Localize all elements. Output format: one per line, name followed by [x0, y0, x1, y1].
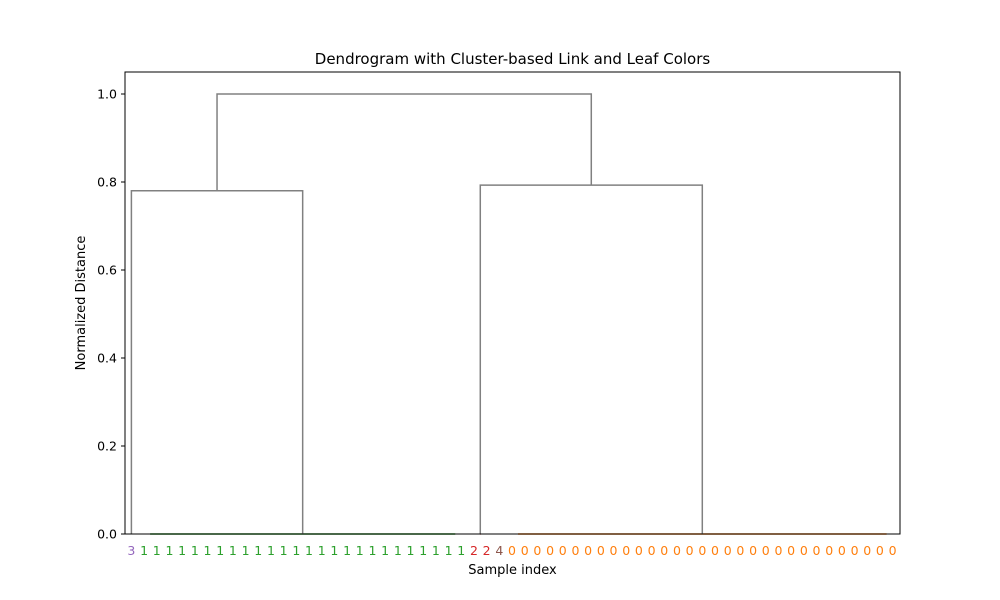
leaf-label: 0	[736, 543, 744, 558]
leaf-label: 2	[483, 543, 491, 558]
leaf-label: 0	[813, 543, 821, 558]
leaf-label: 0	[508, 543, 516, 558]
leaf-label: 0	[597, 543, 605, 558]
plot-frame	[124, 71, 901, 535]
leaf-label: 0	[825, 543, 833, 558]
leaf-label: 1	[432, 543, 440, 558]
leaf-label: 0	[648, 543, 656, 558]
leaf-label: 0	[889, 543, 897, 558]
leaf-label: 1	[204, 543, 212, 558]
leaf-label: 0	[724, 543, 732, 558]
leaf-label: 0	[610, 543, 618, 558]
leaf-label: 0	[521, 543, 529, 558]
leaf-label: 1	[267, 543, 275, 558]
leaf-label: 0	[660, 543, 668, 558]
leaf-label: 0	[876, 543, 884, 558]
leaf-label: 0	[546, 543, 554, 558]
leaf-label: 1	[153, 543, 161, 558]
leaf-label: 0	[749, 543, 757, 558]
leaf-label: 0	[686, 543, 694, 558]
y-axis-ticks: 0.0 0.2 0.4 0.6 0.8 1.0	[97, 87, 125, 542]
y-tick-label: 0.8	[97, 175, 117, 190]
leaf-label: 1	[318, 543, 326, 558]
leaf-label: 1	[216, 543, 224, 558]
leaf-label: 1	[368, 543, 376, 558]
leaf-label: 1	[305, 543, 313, 558]
leaf-label: 1	[343, 543, 351, 558]
leaf-label: 1	[381, 543, 389, 558]
merge-link-A	[130, 190, 304, 534]
x-axis-label: Sample index	[468, 563, 557, 578]
leaf-label: 1	[330, 543, 338, 558]
y-tick-label: 0.6	[97, 263, 117, 278]
leaf-label: 1	[394, 543, 402, 558]
leaf-label: 1	[165, 543, 173, 558]
leaf-label: 0	[584, 543, 592, 558]
leaf-label: 1	[229, 543, 237, 558]
leaf-label: 0	[787, 543, 795, 558]
leaf-label: 0	[711, 543, 719, 558]
leaf-label: 4	[495, 543, 503, 558]
leaf-label: 1	[445, 543, 453, 558]
leaf-label: 1	[191, 543, 199, 558]
leaf-label: 1	[356, 543, 364, 558]
leaf-label: 0	[698, 543, 706, 558]
leaf-label: 1	[242, 543, 250, 558]
leaf-label: 0	[774, 543, 782, 558]
leaf-label: 1	[140, 543, 148, 558]
leaf-label: 0	[635, 543, 643, 558]
leaf-label: 3	[127, 543, 135, 558]
leaf-label: 0	[838, 543, 846, 558]
leaf-label: 0	[863, 543, 871, 558]
leaf-label: 0	[533, 543, 541, 558]
y-tick-label: 0.4	[97, 351, 117, 366]
leaf-label: 0	[571, 543, 579, 558]
leaf-label: 0	[851, 543, 859, 558]
dendrogram-links	[130, 93, 887, 535]
leaf-label: 1	[407, 543, 415, 558]
leaf-label: 0	[559, 543, 567, 558]
merge-link-root	[216, 93, 593, 191]
merge-link-B	[479, 184, 704, 534]
chart-title: Dendrogram with Cluster-based Link and L…	[315, 50, 711, 68]
leaf-label: 1	[254, 543, 262, 558]
y-axis-label: Normalized Distance	[74, 236, 89, 371]
y-tick-label: 1.0	[97, 87, 117, 102]
leaf-label: 1	[292, 543, 300, 558]
leaf-label: 2	[470, 543, 478, 558]
leaf-label: 1	[457, 543, 465, 558]
y-tick-label: 0.2	[97, 439, 117, 454]
leaf-label: 0	[673, 543, 681, 558]
leaf-label: 1	[419, 543, 427, 558]
leaf-label: 0	[622, 543, 630, 558]
leaf-label: 0	[800, 543, 808, 558]
leaf-label: 1	[178, 543, 186, 558]
y-tick-label: 0.0	[97, 527, 117, 542]
leaf-label: 1	[280, 543, 288, 558]
leaf-label: 0	[762, 543, 770, 558]
